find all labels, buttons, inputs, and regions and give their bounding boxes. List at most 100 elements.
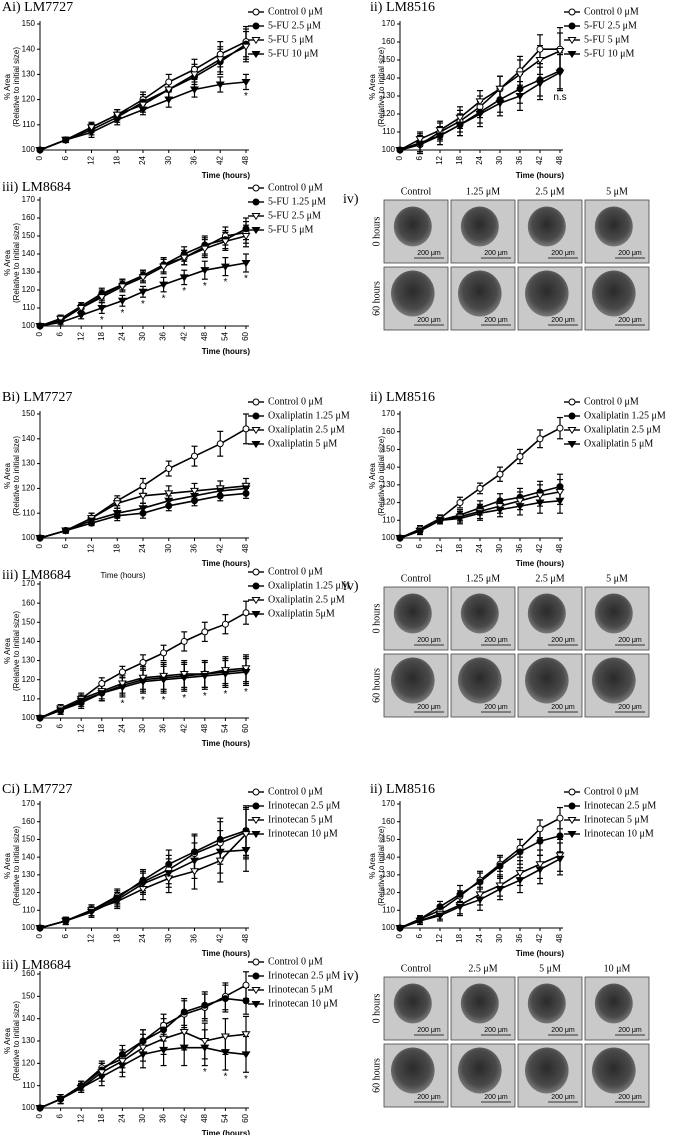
scale-bar-label: 200 μm (417, 704, 441, 711)
point (495, 506, 505, 514)
column-header: 10 μM (604, 963, 631, 974)
x-tick-label: 18 (97, 723, 106, 732)
x-tick-label: 6 (61, 543, 70, 548)
point (555, 69, 565, 77)
point (76, 304, 86, 313)
point (117, 283, 127, 291)
point (455, 121, 465, 129)
point (138, 505, 148, 513)
micrograph: 200 μm (383, 199, 449, 264)
legend: Control 0 μM Oxaliplatin 1.25 μM Oxaliplat… (564, 396, 666, 449)
point (555, 488, 565, 497)
organoid (594, 593, 633, 634)
point (138, 678, 148, 686)
organoid (460, 593, 499, 634)
point (515, 71, 525, 79)
point (568, 802, 576, 810)
point (536, 45, 544, 53)
point (555, 852, 565, 860)
legend-label: Irinotecan 10 μM (268, 828, 338, 839)
column-header: Control (401, 963, 432, 974)
chart-title: iii) LM8684 (2, 958, 71, 973)
point (159, 1035, 169, 1043)
y-tick-label: 150 (22, 617, 36, 626)
y-tick-label: 120 (22, 285, 36, 294)
scale-bar-label: 200 μm (551, 250, 575, 257)
x-tick-label: 6 (56, 723, 65, 728)
x-tick-label: 24 (118, 331, 127, 340)
scale-bar-label: 200 μm (551, 704, 575, 711)
micrograph: 200 μm (383, 266, 449, 331)
point (200, 245, 210, 253)
x-tick-label: 0 (35, 543, 44, 548)
point (35, 146, 45, 155)
point (455, 903, 465, 911)
y-axis-label: % Area (368, 463, 377, 489)
legend: Control 0 μM 5-FU 2.5 μM 5-FU 5 μM 5-FU 10 … (248, 6, 323, 59)
point (515, 503, 525, 511)
point (117, 1062, 127, 1070)
x-tick-label: 48 (555, 933, 564, 942)
organoid (591, 657, 636, 704)
legend-label: Oxaliplatin 5 μM (268, 438, 337, 449)
point (495, 882, 505, 890)
legend-label: 5-FU 5 μM (268, 34, 313, 45)
x-tick-label: 24 (475, 933, 484, 942)
y-tick-label: 110 (22, 905, 35, 914)
x-tick-label: 0 (395, 155, 404, 160)
y-tick-label: 130 (22, 870, 36, 879)
point (118, 1050, 126, 1058)
point (251, 440, 261, 449)
y-tick-label: 150 (382, 835, 396, 844)
line-chart: iii) LM8684 % Area (Relative to initial si… (2, 180, 326, 356)
legend: Control 0 μM Irinotecan 2.5 μM Irinotecan … (248, 956, 340, 1009)
point (251, 36, 261, 45)
point (117, 297, 127, 305)
point (252, 802, 260, 810)
point (215, 487, 225, 496)
point (535, 866, 545, 874)
y-tick-label: 100 (22, 713, 36, 722)
point (242, 425, 250, 433)
micrograph: 200 μm (584, 653, 650, 718)
point (35, 1104, 45, 1113)
point (251, 226, 261, 235)
point (164, 490, 174, 498)
column-header: Control (401, 573, 432, 584)
point (252, 398, 260, 406)
point (251, 986, 261, 995)
micrograph: 200 μm (383, 586, 449, 651)
point (535, 499, 545, 507)
y-tick-label: 120 (382, 498, 396, 507)
legend-label: Irinotecan 2.5 μM (584, 800, 656, 811)
legend-label: Control 0 μM (268, 6, 323, 17)
legend-label: Control 0 μM (268, 182, 323, 193)
point (567, 440, 577, 449)
x-tick-label: 12 (435, 155, 444, 164)
chart-title: ii) LM8516 (370, 0, 435, 15)
legend: Control 0 μM Oxaliplatin 1.25 μM Oxaliplat… (248, 396, 350, 449)
point (117, 1058, 127, 1066)
micrograph: 200 μm (383, 653, 449, 718)
y-tick-label: 170 (382, 799, 396, 808)
x-tick-label: 48 (241, 933, 250, 942)
x-axis-label: Time (hours) (202, 1129, 251, 1135)
micrograph: 200 μm (517, 976, 583, 1041)
point (189, 487, 200, 496)
point (241, 1031, 251, 1039)
point (189, 868, 200, 876)
point (35, 322, 45, 331)
x-tick-label: 42 (535, 155, 544, 164)
annotation: * (162, 293, 166, 304)
y-tick-label: 140 (22, 44, 36, 53)
x-tick-label: 42 (179, 1113, 188, 1122)
x-tick-label: 24 (118, 723, 127, 732)
point (568, 398, 576, 406)
point (220, 1033, 230, 1041)
point (252, 412, 260, 420)
organoid (527, 206, 566, 247)
legend-label: Oxaliplatin 5 μM (584, 438, 653, 449)
point (395, 534, 405, 543)
annotation: * (203, 1067, 207, 1078)
y-tick-label: 130 (382, 480, 396, 489)
